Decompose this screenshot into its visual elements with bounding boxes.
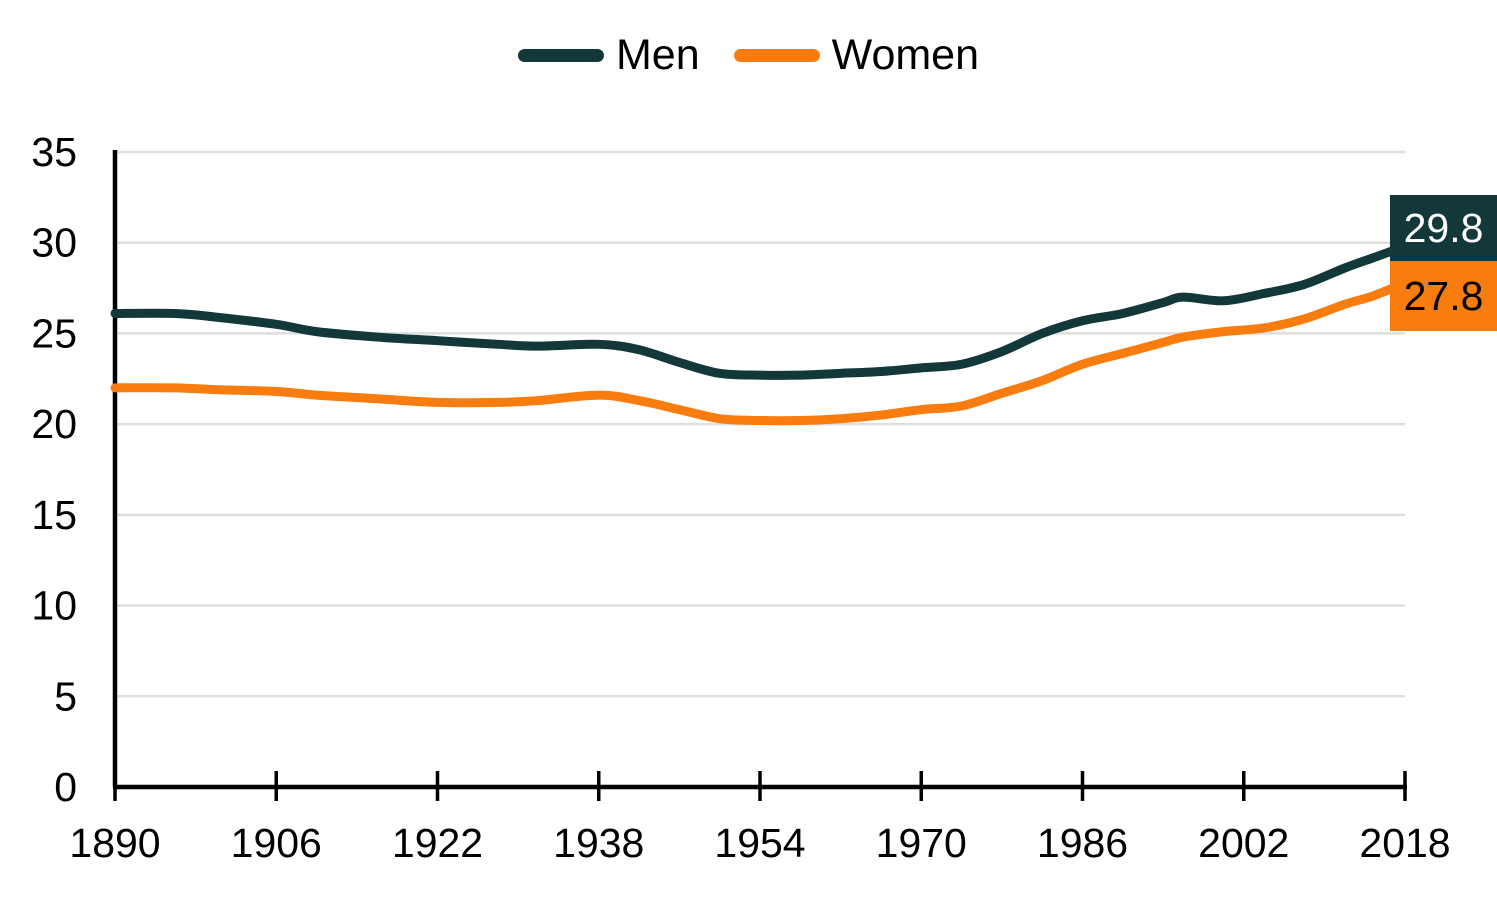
y-tick-label-35: 35: [31, 129, 77, 175]
y-tick-label-25: 25: [31, 310, 77, 356]
y-tick-label-10: 10: [31, 583, 77, 629]
x-tick-label-1890: 1890: [69, 820, 160, 866]
y-tick-label-20: 20: [31, 401, 77, 447]
men-line-swatch: [517, 49, 604, 62]
legend-item-women: Women: [733, 31, 980, 79]
chart-legend: Men Women: [0, 34, 1497, 77]
legend-label-men: Men: [615, 31, 700, 79]
women-line-swatch: [733, 49, 820, 62]
x-tick-label-1906: 1906: [231, 820, 322, 866]
legend-item-men: Men: [517, 31, 700, 79]
y-tick-label-15: 15: [31, 492, 77, 538]
women-end-value-label: 27.8: [1390, 261, 1497, 331]
x-tick-label-1970: 1970: [876, 820, 967, 866]
men-end-value-label: 29.8: [1390, 195, 1497, 261]
y-tick-label-5: 5: [54, 673, 77, 719]
x-tick-label-2018: 2018: [1359, 820, 1450, 866]
women-line: [110, 278, 1410, 426]
x-tick-label-1986: 1986: [1037, 820, 1128, 866]
x-tick-label-2002: 2002: [1198, 820, 1289, 866]
y-tick-label-30: 30: [31, 220, 77, 266]
x-tick-label-1938: 1938: [553, 820, 644, 866]
x-tick-label-1954: 1954: [714, 820, 805, 866]
men-line: [110, 241, 1410, 380]
y-tick-label-0: 0: [54, 764, 77, 810]
x-tick-label-1922: 1922: [392, 820, 483, 866]
legend-label-women: Women: [831, 31, 980, 79]
